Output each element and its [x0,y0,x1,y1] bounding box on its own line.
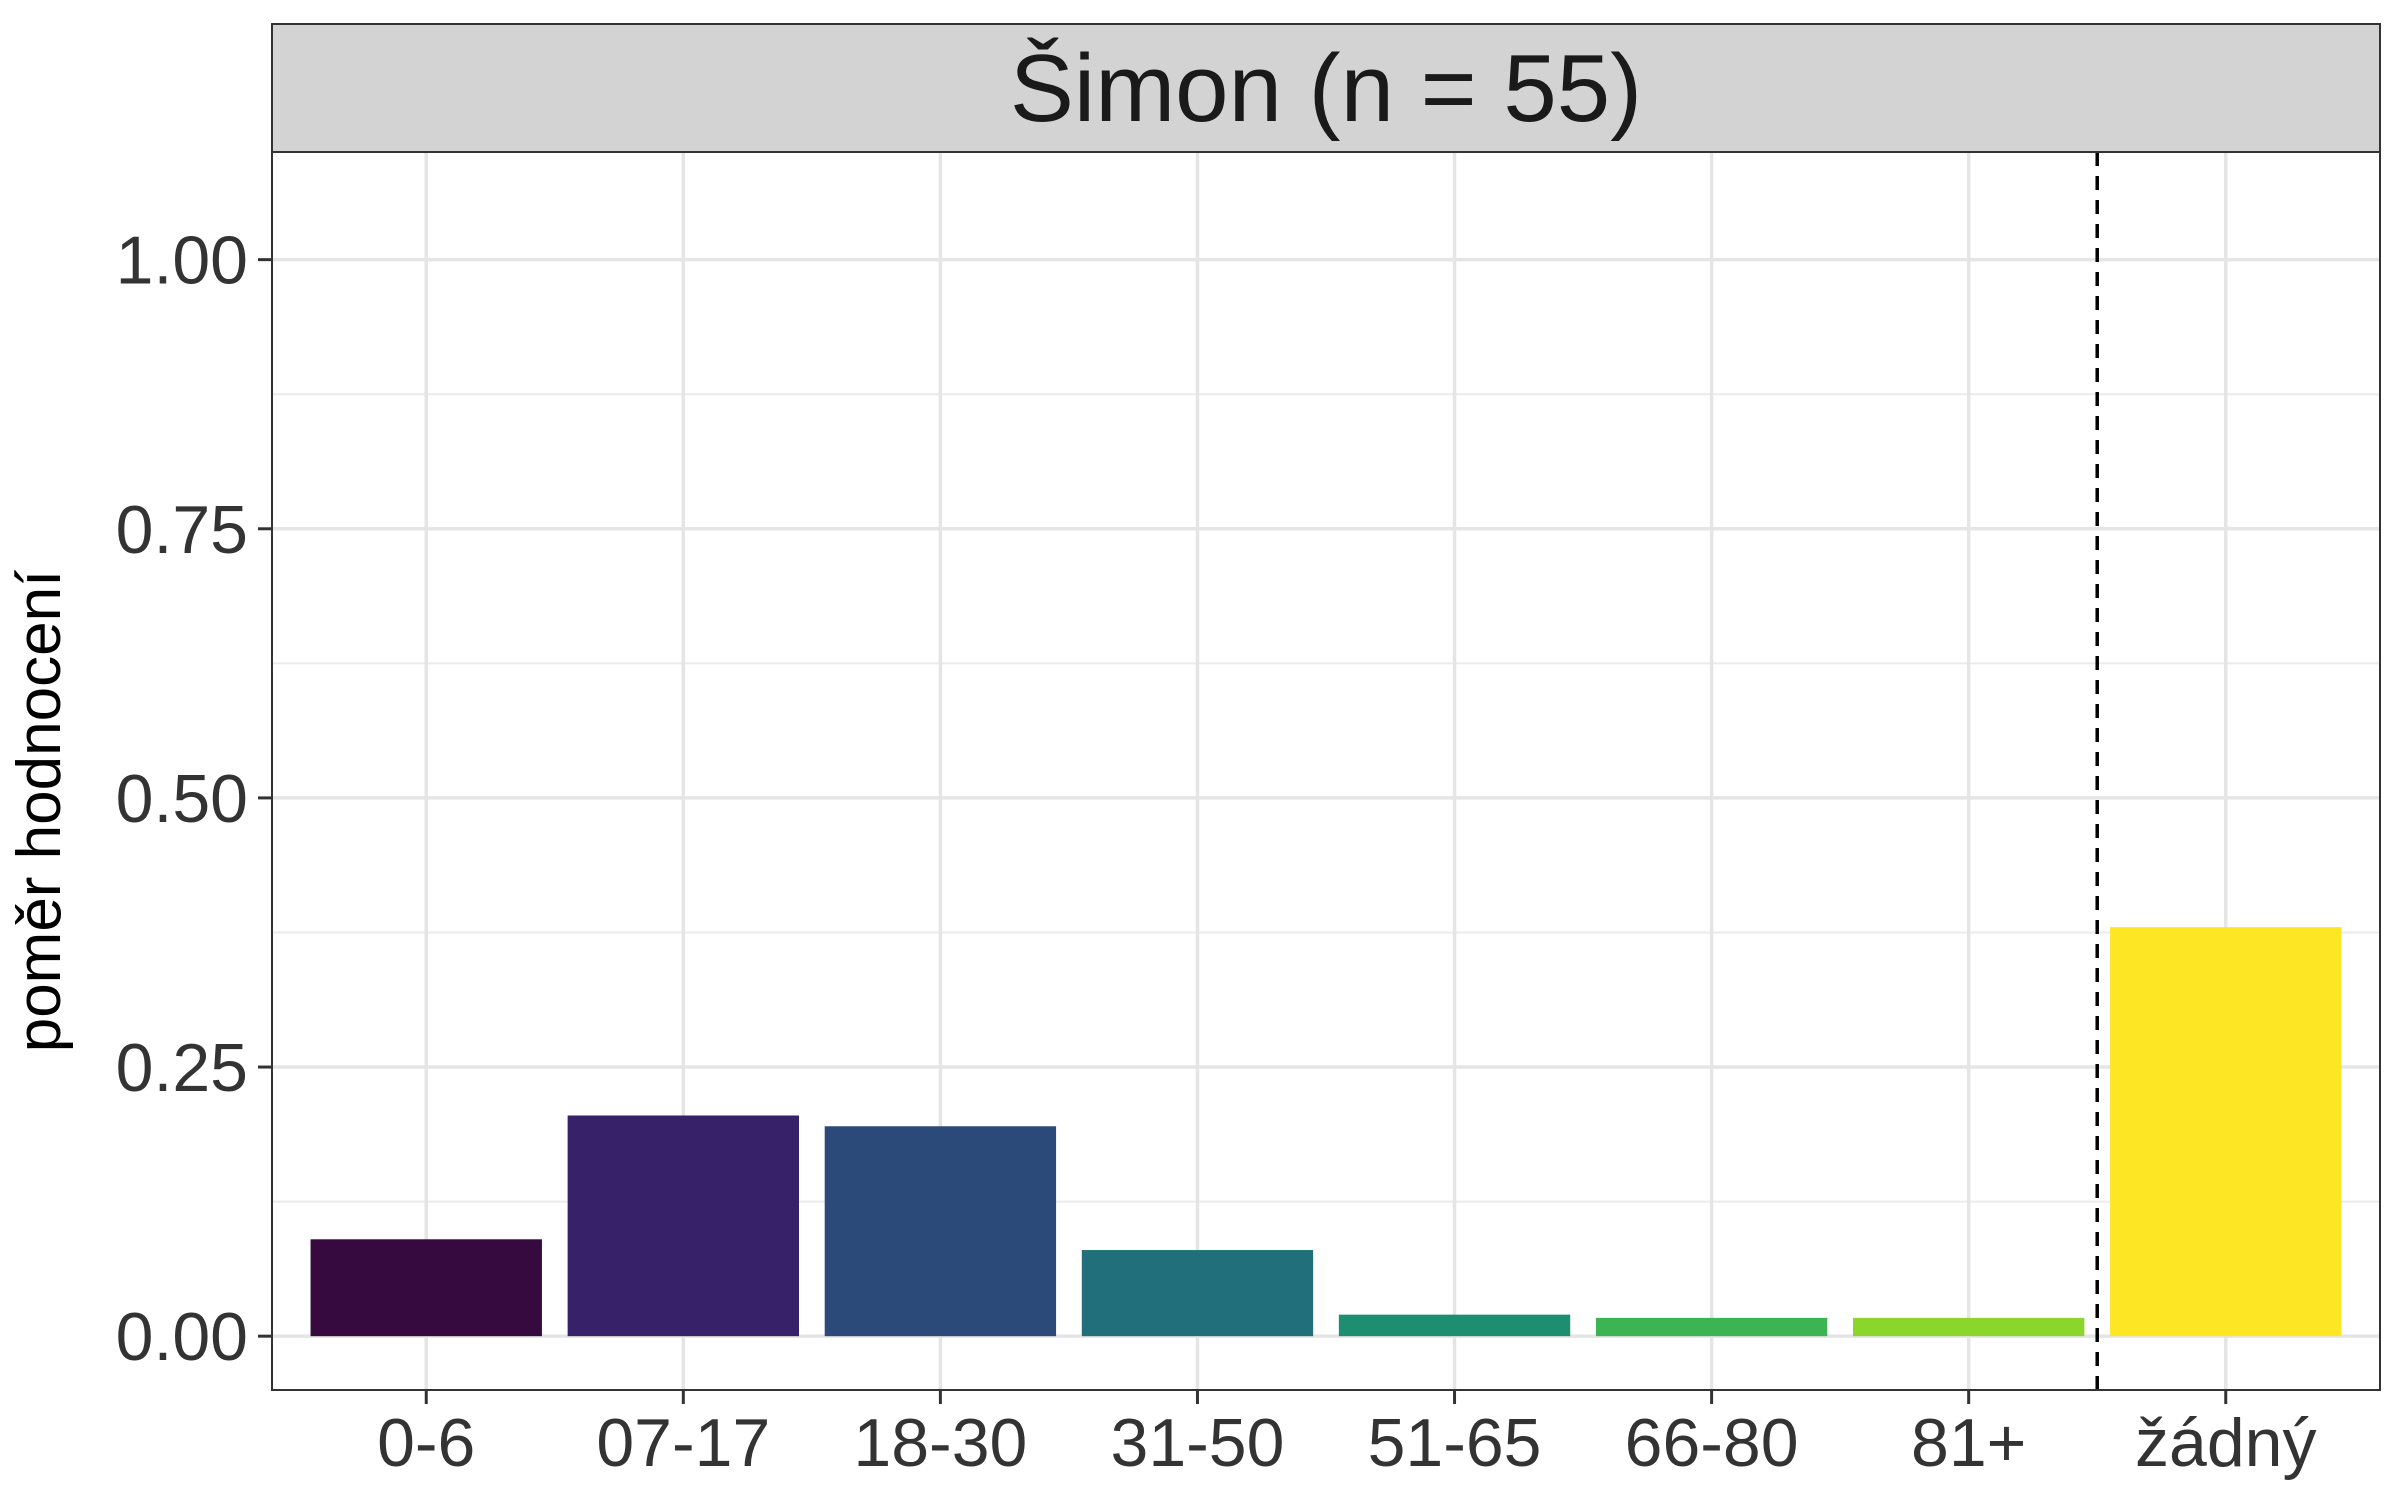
bar-31-50 [1081,1250,1314,1337]
y-tick-label: 0.75 [116,492,248,568]
y-axis-title: poměr hodnocení [5,570,74,1053]
panel-title: Šimon (n = 55) [1010,35,1642,142]
bar-51-65 [1338,1314,1571,1337]
panel-frame [271,151,2381,1391]
x-tick-label: 81+ [1911,1405,2026,1481]
x-tick-label: žádný [2135,1405,2316,1481]
y-tick-label: 0.00 [116,1299,248,1375]
y-tick-label: 1.00 [116,223,248,299]
bar-žádný [2110,927,2342,1337]
x-axis: 0-6 07-17 18-30 31-50 51-65 66-80 81+ žádný [377,1390,2316,1481]
x-tick-label: 07-17 [596,1405,770,1481]
x-tick-label: 31-50 [1111,1405,1285,1481]
panel-border [271,151,2381,1391]
y-tick-label: 0.50 [116,761,248,837]
x-tick-label: 18-30 [853,1405,1027,1481]
bar-0-6 [310,1239,542,1337]
x-tick-label: 51-65 [1368,1405,1542,1481]
bar-07-17 [567,1115,799,1337]
bar-81+ [1853,1317,2085,1337]
x-tick-label: 0-6 [377,1405,475,1481]
bar-66-80 [1595,1317,1828,1337]
x-tick-label: 66-80 [1625,1405,1799,1481]
facet-strip-background [271,23,2381,153]
y-tick-label: 0.25 [116,1030,248,1106]
facet-strip: Šimon (n = 55) [271,23,2381,153]
y-axis: 0.00 0.25 0.50 0.75 1.00 [116,223,272,1375]
bar-18-30 [824,1126,1057,1337]
bars [310,927,2342,1337]
